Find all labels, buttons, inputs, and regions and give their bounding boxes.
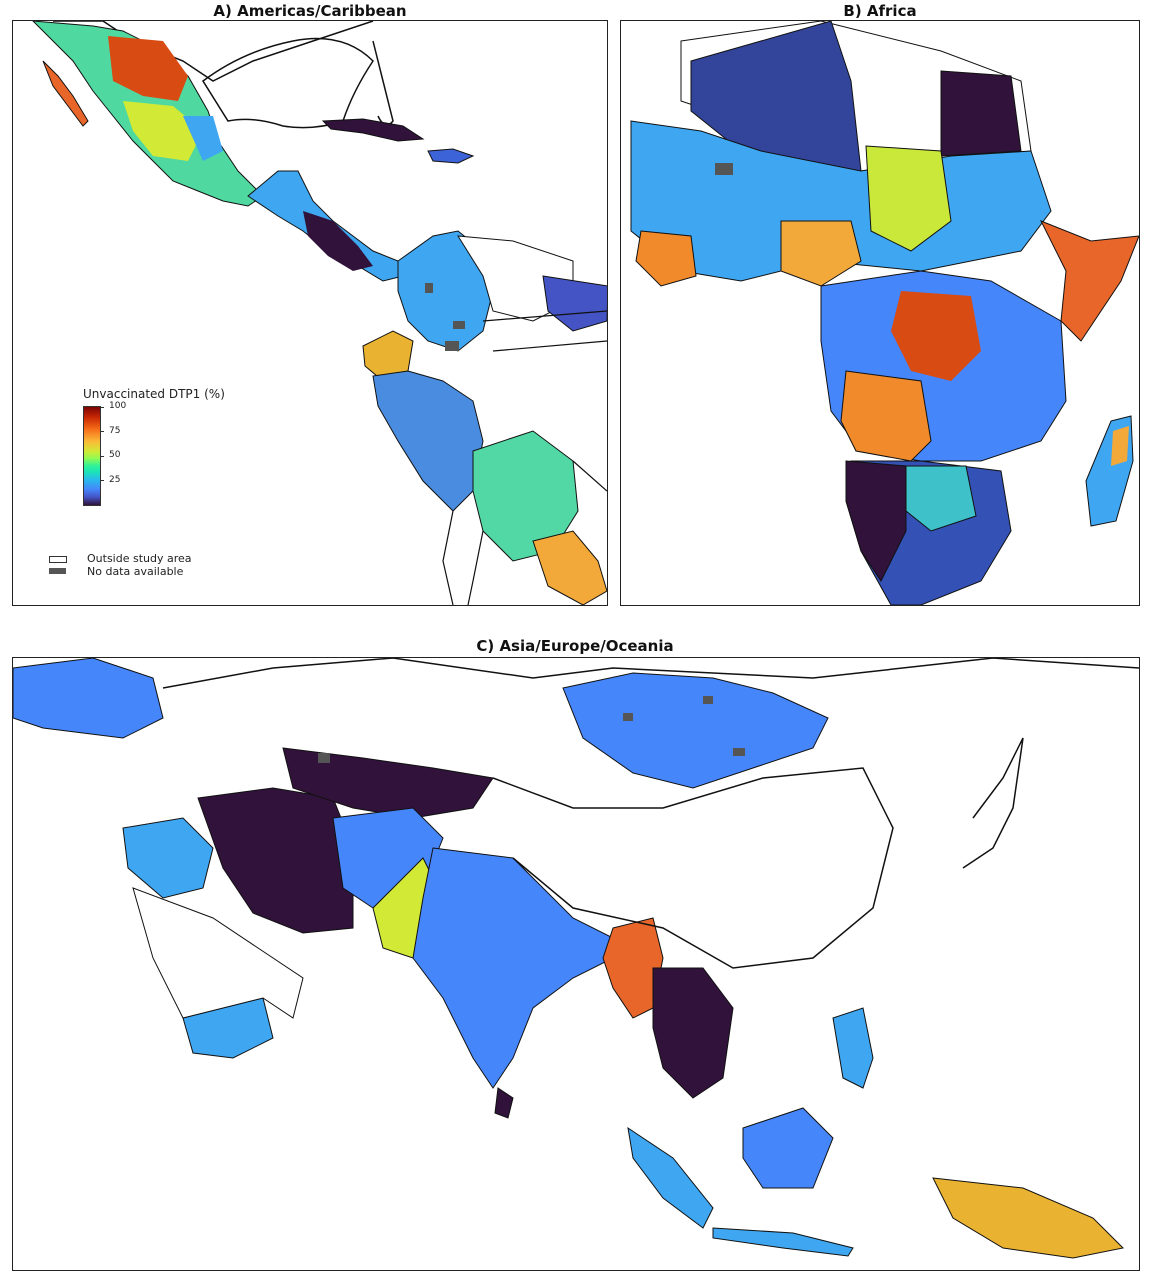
no-data-patch xyxy=(445,341,459,351)
china-outline xyxy=(492,767,894,969)
baja-peninsula xyxy=(42,60,89,127)
borneo-region xyxy=(742,1107,834,1189)
peru-region xyxy=(372,370,484,512)
namibia-region xyxy=(845,460,907,582)
no-data-patch xyxy=(318,753,330,763)
asia-map-panel xyxy=(12,657,1140,1271)
hispaniola-region xyxy=(427,148,475,164)
mexico-blue xyxy=(183,116,223,161)
colombia-region xyxy=(397,230,494,352)
outside-study-swatch xyxy=(49,556,67,563)
iran-region xyxy=(197,787,354,934)
florida-outline xyxy=(372,40,394,126)
central-america-dark xyxy=(303,211,373,271)
russia-outline xyxy=(162,658,1139,689)
legend-tick-100: 100 xyxy=(109,401,127,411)
panel-c-title: C) Asia/Europe/Oceania xyxy=(476,637,674,655)
legend-tick-25: 25 xyxy=(109,475,121,485)
legend-title: Unvaccinated DTP1 (%) xyxy=(83,387,225,401)
sudan-yellow xyxy=(865,145,952,252)
usa-coast-outline xyxy=(53,21,374,82)
drc-hotspot xyxy=(891,291,981,381)
central-asia-region xyxy=(282,747,494,819)
americas-map-panel: Unvaccinated DTP1 (%) 100 75 50 25 Outsi… xyxy=(12,20,608,606)
west-africa-orange xyxy=(635,230,697,287)
no-data-patch xyxy=(703,696,713,704)
no-data-label: No data available xyxy=(87,565,184,578)
brazil-outline xyxy=(482,310,607,492)
ukraine-region xyxy=(13,658,164,739)
no-data-patch xyxy=(715,163,733,175)
legend-tick-50: 50 xyxy=(109,450,121,460)
philippines-region xyxy=(832,1007,874,1089)
myanmar-region xyxy=(602,917,664,1019)
japan-outline xyxy=(962,737,1024,869)
africa-map xyxy=(630,21,1139,605)
mongolia-region xyxy=(562,672,829,789)
no-data-patch xyxy=(453,321,465,329)
no-data-patch xyxy=(623,713,633,721)
africa-map-panel xyxy=(620,20,1140,606)
americas-map xyxy=(32,21,607,605)
indochina-region xyxy=(652,967,734,1099)
sumatra-region xyxy=(627,1126,714,1229)
guyana-region xyxy=(542,275,607,332)
india-region xyxy=(412,847,635,1089)
legend-tick-mark xyxy=(100,431,104,432)
angola-region xyxy=(840,370,932,462)
no-data-swatch xyxy=(49,568,66,574)
mexico-hotspot xyxy=(108,36,188,101)
legend-colorbar xyxy=(83,406,101,506)
egypt-region xyxy=(940,70,1022,157)
gulf-coastline xyxy=(201,37,374,129)
sri-lanka-region xyxy=(494,1087,514,1119)
arabia-outline xyxy=(132,887,304,1019)
syria-iraq-region xyxy=(122,817,214,899)
no-data-patch xyxy=(425,283,433,293)
legend-tick-mark xyxy=(100,480,104,481)
horn-of-africa xyxy=(1039,220,1139,342)
panel-b-title: B) Africa xyxy=(843,2,917,20)
cuba-region xyxy=(321,118,425,142)
panel-a-title: A) Americas/Caribbean xyxy=(213,2,407,20)
java-region xyxy=(712,1227,854,1257)
legend-tick-75: 75 xyxy=(109,426,121,436)
nigeria-orange xyxy=(780,220,862,287)
paraguay-region xyxy=(532,530,607,605)
madagascar-hotspot xyxy=(1111,426,1129,466)
legend-tick-mark xyxy=(100,407,104,408)
outside-study-label: Outside study area xyxy=(87,552,192,565)
legend-tick-mark xyxy=(100,456,104,457)
chile-argentina-outline xyxy=(442,510,484,605)
new-guinea-region xyxy=(932,1177,1125,1259)
no-data-patch xyxy=(733,748,745,756)
asia-map xyxy=(13,658,1139,1259)
